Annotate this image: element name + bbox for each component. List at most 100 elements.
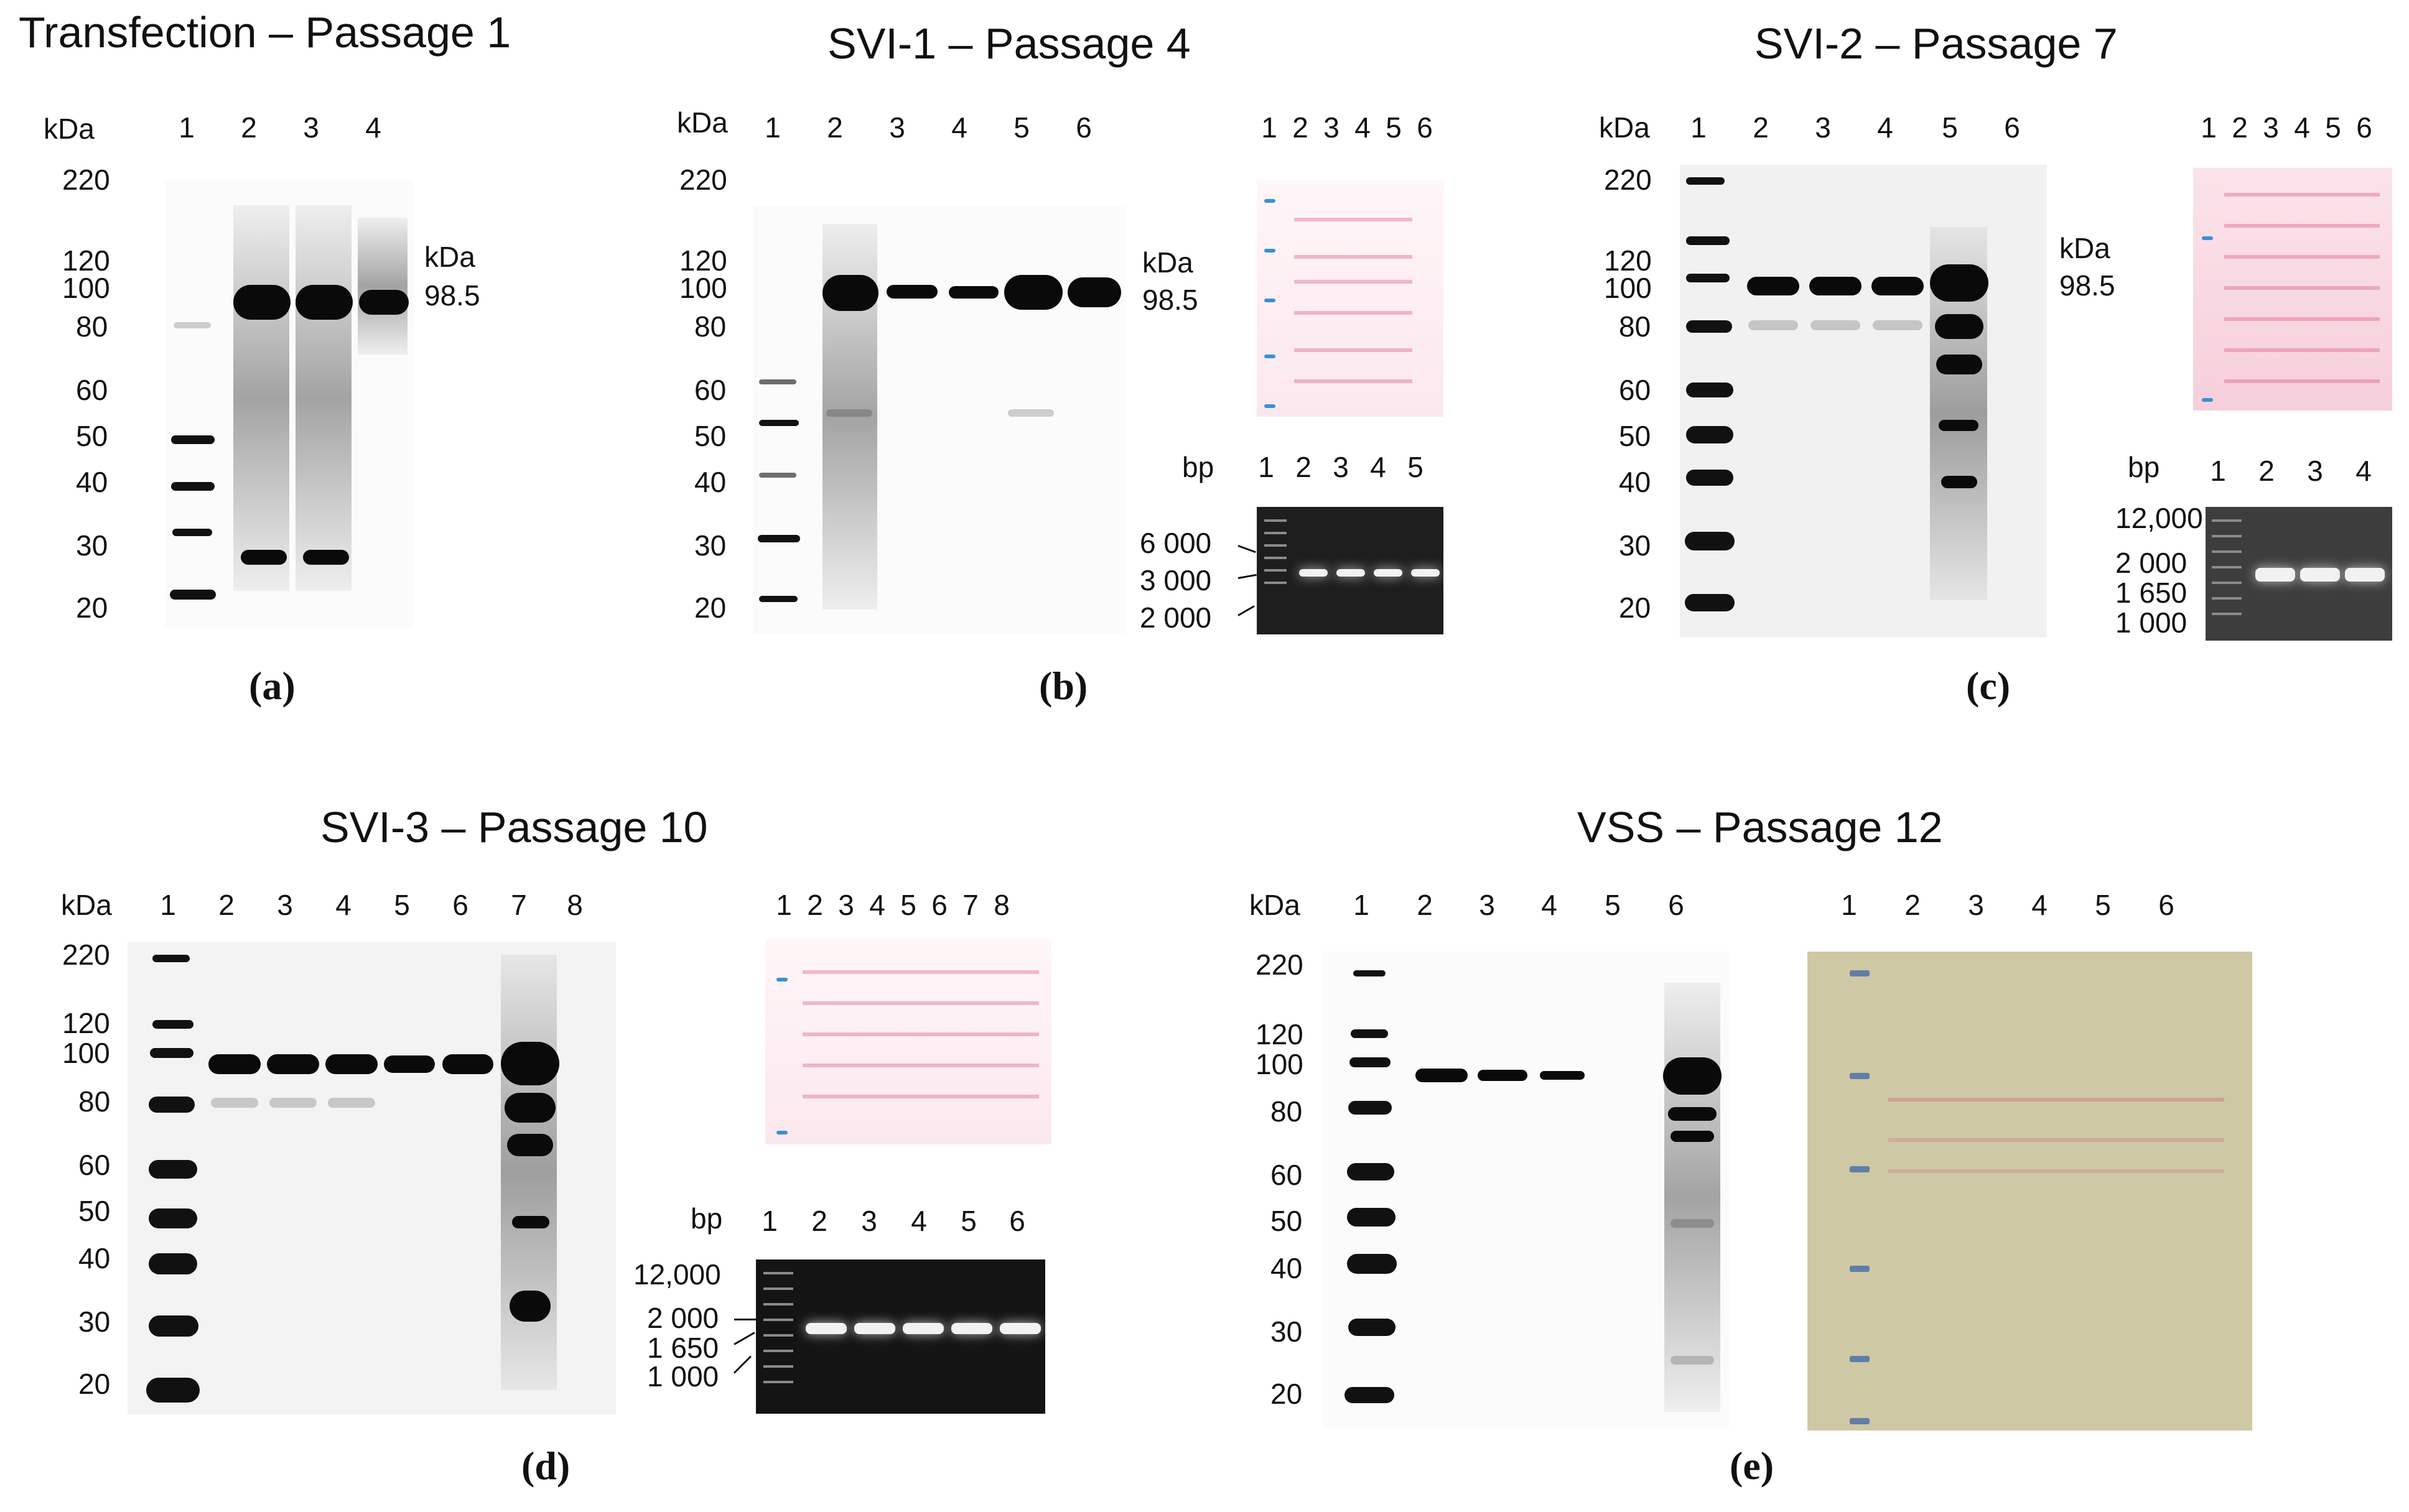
panel-c-stain-lane: 3: [2263, 111, 2279, 144]
panel-d-gel-lane: 5: [961, 1205, 977, 1237]
panel-e-stain-lane: 4: [2031, 889, 2048, 921]
panel-e-marker: 100: [1256, 1048, 1303, 1080]
panel-b-stain-lane: 4: [1354, 111, 1371, 144]
panel-d-marker: 50: [78, 1195, 111, 1227]
panel-b-gel-lane: 1: [1258, 451, 1274, 483]
panel-a-marker: 80: [76, 310, 108, 343]
panel-a-lane: 1: [179, 111, 195, 144]
panel-d-stain-lane: 5: [900, 889, 916, 921]
panel-d-stain-lane: 4: [869, 889, 885, 921]
panel-c-dna-gel: [2206, 507, 2392, 641]
panel-c-stain-lane: 1: [2201, 111, 2217, 144]
panel-e-lane: 2: [1417, 889, 1433, 921]
panel-c-marker: 100: [1604, 272, 1652, 304]
panel-b-stain-lane: 6: [1417, 111, 1433, 144]
panel-b-gel-lane: 3: [1333, 451, 1349, 483]
panel-b-stain-lane: 2: [1292, 111, 1308, 144]
panel-d-stain-lane: 2: [807, 889, 823, 921]
panel-d-gel-lane: 2: [811, 1205, 827, 1237]
panel-c-marker: 50: [1619, 420, 1651, 452]
panel-d-western-blot: [128, 942, 616, 1415]
panel-e-stain-lane: 1: [1841, 889, 1857, 921]
panel-c-marker: 20: [1619, 591, 1651, 624]
panel-d-stain-lane: 6: [931, 889, 948, 921]
panel-a-unit: kDa: [44, 113, 95, 145]
panel-c-stain-lane: 5: [2325, 111, 2341, 144]
panel-a-marker: 220: [62, 164, 110, 196]
panel-c-lane: 6: [2004, 111, 2020, 144]
panel-b-marker: 220: [679, 164, 727, 196]
panel-c-stain-lane: 6: [2356, 111, 2372, 144]
panel-a-marker: 20: [76, 591, 108, 624]
panel-c-marker: 80: [1619, 310, 1651, 343]
panel-b-marker: 40: [694, 466, 727, 498]
panel-c-gel-marker: 2 000: [2115, 547, 2188, 579]
panel-e-marker: 220: [1256, 948, 1303, 981]
panel-d-ponceau-stain: [765, 939, 1051, 1144]
panel-b-lane: 4: [951, 111, 967, 144]
panel-b-unit: kDa: [677, 106, 728, 139]
panel-d-lane: 1: [160, 889, 176, 921]
panel-e-caption: (e): [1730, 1444, 1774, 1488]
panel-c-lane: 4: [1877, 111, 1893, 144]
panel-c-western-blot: [1680, 165, 2047, 638]
panel-d-lane: 6: [452, 889, 468, 921]
panel-a-marker: 50: [76, 420, 108, 452]
panel-d-marker: 40: [78, 1242, 111, 1274]
panel-c-side-unit: kDa: [2059, 232, 2110, 264]
panel-d-stain-lane: 1: [776, 889, 792, 921]
panel-d-gel-lane: 1: [762, 1205, 778, 1237]
panel-c-caption: (c): [1966, 664, 2011, 708]
panel-d-marker: 20: [78, 1368, 111, 1400]
panel-a-title: Transfection – Passage 1: [19, 8, 511, 57]
panel-d-lane: 4: [335, 889, 352, 921]
panel-d-lane: 2: [218, 889, 235, 921]
panel-a-marker: 60: [76, 374, 108, 406]
panel-b-title: SVI-1 – Passage 4: [827, 19, 1191, 68]
panel-c-title: SVI-2 – Passage 7: [1754, 19, 2118, 68]
panel-e-unit: kDa: [1249, 889, 1300, 921]
panel-b-marker: 120: [679, 244, 727, 277]
panel-b-marker: 60: [694, 374, 727, 406]
panel-e-stain-lane: 6: [2158, 889, 2174, 921]
panel-b-caption: (b): [1039, 664, 1088, 708]
panel-b-gel-lane: 4: [1370, 451, 1386, 483]
panel-a-western-blot: [165, 180, 414, 628]
panel-d-stain-lane: 3: [838, 889, 854, 921]
panel-a-marker: 120: [62, 244, 110, 277]
panel-c-gel-lane: 2: [2258, 455, 2275, 487]
panel-d-gel-marker: 12,000: [633, 1258, 721, 1291]
panel-b-marker: 100: [679, 272, 727, 304]
panel-d-gel-marker: 2 000: [647, 1302, 719, 1334]
panel-c-unit: kDa: [1599, 111, 1650, 144]
panel-d-stain-lane: 7: [962, 889, 979, 921]
panel-e-marker: 50: [1270, 1205, 1303, 1237]
panel-e-ponceau-stain: [1807, 952, 2252, 1431]
panel-e-stain-lane: 3: [1968, 889, 1984, 921]
panel-b-lane: 2: [827, 111, 843, 144]
panel-a-caption: (a): [249, 664, 296, 708]
panel-d-caption: (d): [521, 1444, 571, 1488]
panel-e-marker: 30: [1270, 1315, 1303, 1348]
panel-b-dna-gel: [1257, 507, 1443, 634]
panel-a-side-value: 98.5: [424, 279, 480, 312]
panel-a-lane: 2: [241, 111, 257, 144]
panel-d-gel-unit: bp: [691, 1202, 723, 1235]
panel-b-stain-lane: 5: [1386, 111, 1402, 144]
panel-e-marker: 20: [1270, 1378, 1303, 1410]
panel-b-lane: 5: [1013, 111, 1030, 144]
panel-d-lane: 3: [277, 889, 293, 921]
panel-b-lane: 3: [889, 111, 905, 144]
panel-d-marker: 30: [78, 1306, 111, 1338]
panel-b-stain-lane: 1: [1261, 111, 1277, 144]
panel-c-lane: 2: [1753, 111, 1769, 144]
panel-a-marker: 30: [76, 529, 108, 562]
panel-e-lane: 1: [1353, 889, 1369, 921]
panel-b-marker: 20: [694, 591, 727, 624]
panel-c-stain-lane: 4: [2294, 111, 2310, 144]
panel-a-lane: 3: [303, 111, 319, 144]
panel-c-gel-marker: 12,000: [2115, 502, 2203, 534]
panel-d-gel-lane: 3: [861, 1205, 877, 1237]
panel-c-ponceau-stain: [2193, 168, 2392, 410]
panel-d-dna-gel: [756, 1259, 1045, 1414]
